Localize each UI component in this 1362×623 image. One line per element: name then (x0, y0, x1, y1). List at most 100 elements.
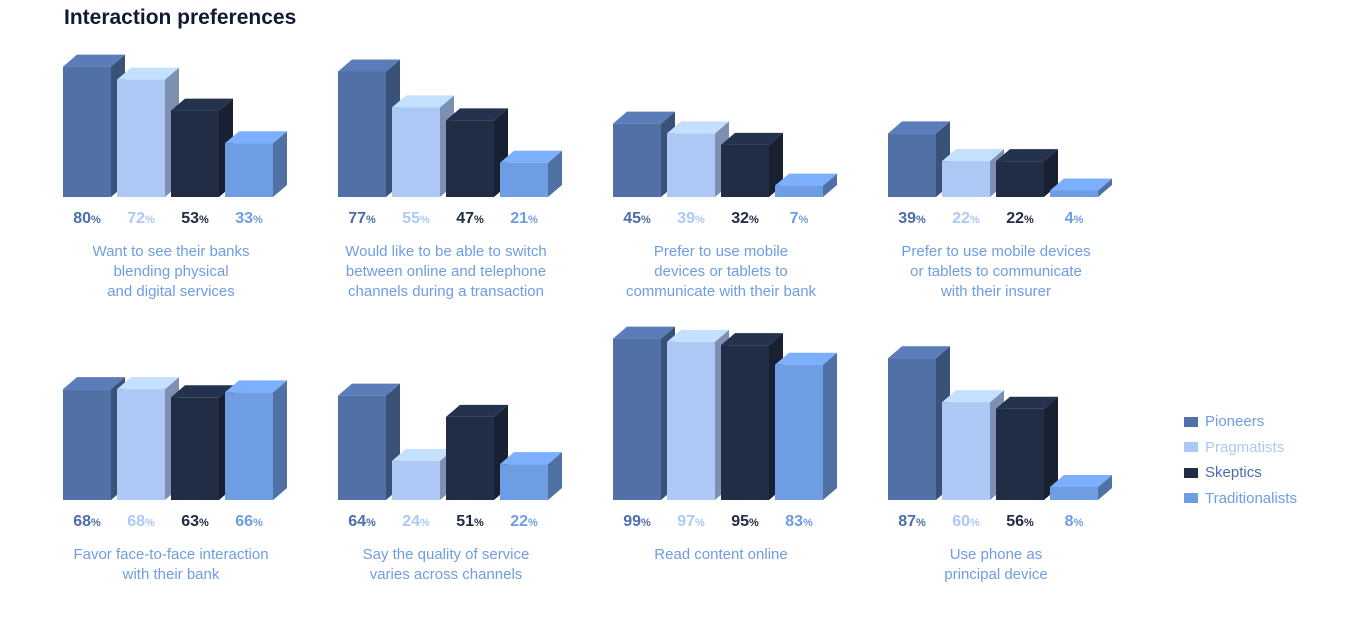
legend-item-traditionalists: Traditionalists (1184, 486, 1297, 512)
bar-side (823, 173, 837, 197)
bar-top (338, 383, 400, 396)
panel-caption: varies across channels (370, 566, 523, 583)
bar-front (63, 389, 111, 500)
bar-top (888, 346, 950, 359)
bar-side (548, 150, 562, 197)
bar-top (225, 131, 287, 144)
bar-skeptics (171, 98, 233, 197)
value-label: 39% (898, 210, 926, 227)
bar-front (721, 144, 769, 197)
value-label: 39% (677, 210, 705, 227)
value-label: 22% (952, 210, 980, 227)
value-label: 47% (456, 210, 484, 227)
bar-pragmatists (392, 448, 454, 500)
bar-front (171, 397, 219, 500)
value-label: 55% (402, 210, 430, 227)
bar-pragmatists (942, 390, 1004, 500)
bar-side (1098, 474, 1112, 500)
bar-top (721, 132, 783, 145)
legend-item-pioneers: Pioneers (1184, 409, 1297, 435)
bar-front (775, 364, 823, 500)
value-label: 68% (127, 513, 155, 530)
legend-swatch (1184, 493, 1198, 504)
panel-8: 87% 60% 56% 8% Use phone as principal device (888, 346, 1112, 583)
bar-front (500, 162, 548, 197)
value-label: 80% (73, 210, 101, 227)
panel-caption: blending physical (113, 263, 228, 280)
panel-caption: communicate with their bank (626, 283, 817, 300)
panel-caption: Want to see their banks (92, 243, 249, 260)
bar-front (1050, 190, 1098, 197)
value-label: 7% (790, 210, 809, 227)
bar-top (446, 404, 508, 417)
panel-1: 80% 72% 53% 33% Want to see their banks blend… (63, 54, 287, 300)
value-label: 53% (181, 210, 209, 227)
panel-caption: Favor face-to-face interaction (73, 546, 268, 563)
value-label: 95% (731, 513, 759, 530)
bar-front (225, 392, 273, 500)
bar-top (942, 149, 1004, 162)
value-label: 68% (73, 513, 101, 530)
bar-side (1098, 178, 1112, 197)
bar-front (775, 185, 823, 197)
bar-top (667, 329, 729, 342)
panel-caption: Read content online (654, 546, 787, 563)
bar-skeptics (446, 108, 508, 197)
bar-top (171, 385, 233, 398)
bar-pioneers (63, 377, 125, 500)
legend-label: Pragmatists (1205, 438, 1285, 456)
panel-caption: principal device (944, 566, 1047, 583)
panel-caption: Would like to be able to switch (345, 243, 547, 260)
bar-front (996, 161, 1044, 197)
bar-top (63, 54, 125, 67)
bar-top (888, 121, 950, 134)
bar-traditionalists (225, 380, 287, 500)
value-label: 24% (402, 513, 430, 530)
bar-front (225, 143, 273, 197)
value-label: 66% (235, 513, 263, 530)
panel-7: 99% 97% 95% 83% Read content online (613, 326, 837, 563)
bar-top (1050, 474, 1112, 487)
legend-label: Skeptics (1205, 464, 1262, 482)
bar-pragmatists (667, 329, 729, 500)
bar-top (117, 377, 179, 390)
bar-front (171, 110, 219, 197)
bar-traditionalists (775, 173, 837, 197)
bar-top (1050, 178, 1112, 191)
value-label: 22% (1006, 210, 1034, 227)
bar-pioneers (338, 383, 400, 500)
bar-side (823, 352, 837, 500)
bar-top (392, 95, 454, 108)
bar-pioneers (888, 346, 950, 500)
value-label: 83% (785, 513, 813, 530)
bar-pragmatists (667, 121, 729, 197)
bar-side (769, 132, 783, 197)
bar-pragmatists (942, 149, 1004, 197)
bar-pioneers (613, 111, 675, 197)
bar-front (500, 464, 548, 500)
bar-front (613, 123, 661, 197)
bar-front (338, 71, 386, 197)
bar-pioneers (613, 326, 675, 500)
bar-front (1050, 486, 1098, 500)
panel-3: 45% 39% 32% 7%Prefer to use mobile devices o… (613, 111, 837, 300)
bar-traditionalists (500, 452, 562, 500)
legend: Pioneers Pragmatists Skeptics Traditiona… (1184, 409, 1297, 511)
bar-pragmatists (117, 67, 179, 197)
panel-6: 64% 24% 51% 22% Say the quality of service va… (338, 383, 562, 583)
bar-top (996, 396, 1058, 409)
bar-front (667, 133, 715, 197)
panel-caption: Prefer to use mobile (654, 243, 788, 260)
value-label: 97% (677, 513, 705, 530)
legend-item-pragmatists: Pragmatists (1184, 435, 1297, 461)
panel-caption: devices or tablets to (654, 263, 787, 280)
value-label: 87% (898, 513, 926, 530)
bar-front (996, 408, 1044, 500)
panel-2: 77% 55% 47% 21% Would like to be able to swi… (338, 59, 562, 300)
legend-item-skeptics: Skeptics (1184, 460, 1297, 486)
bar-front (667, 341, 715, 500)
value-label: 64% (348, 513, 376, 530)
bar-side (273, 380, 287, 500)
bar-pioneers (63, 54, 125, 197)
legend-label: Pioneers (1205, 413, 1265, 431)
